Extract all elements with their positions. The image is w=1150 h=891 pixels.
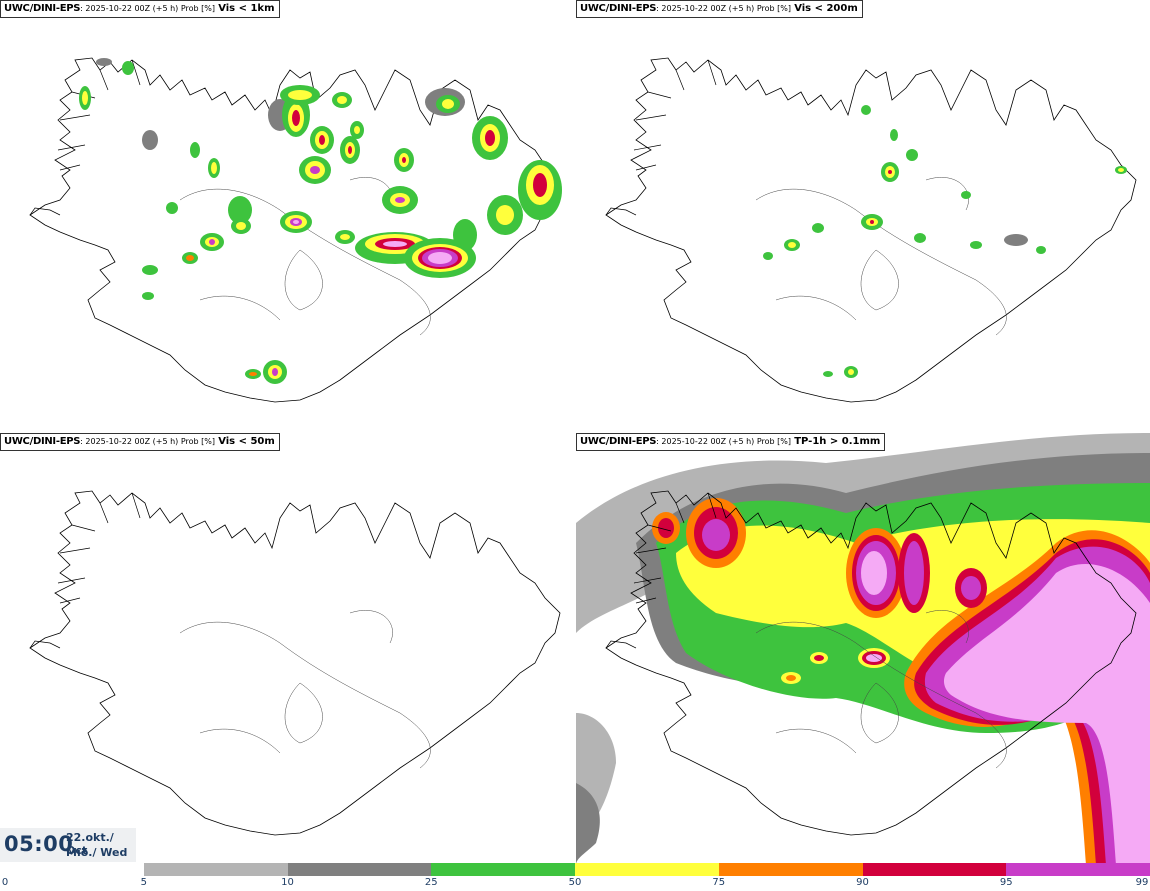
panel-title: UWC/DINI-EPS: 2025-10-22 00Z (+5 h) Prob…: [0, 433, 280, 451]
run-info: : 2025-10-22 00Z (+5 h) Prob [%]: [80, 437, 215, 446]
iceland-coastline: [605, 490, 1137, 836]
glacier-outlines: [755, 177, 1007, 336]
legend-tick-label: 75: [712, 877, 726, 888]
run-info: : 2025-10-22 00Z (+5 h) Prob [%]: [656, 437, 791, 446]
legend-color-segment: [1006, 863, 1150, 876]
fjord-lines: [605, 59, 717, 216]
run-info: : 2025-10-22 00Z (+5 h) Prob [%]: [80, 4, 215, 13]
legend-tick-label: 99: [1135, 877, 1149, 888]
legend-color-segment: [0, 863, 144, 876]
legend-tick-label: 10: [281, 877, 294, 888]
panel-title: UWC/DINI-EPS: 2025-10-22 00Z (+5 h) Prob…: [576, 433, 886, 451]
legend-tick-label: 5: [140, 877, 147, 888]
fjord-lines: [29, 492, 141, 649]
model-name: UWC/DINI-EPS: [4, 436, 81, 447]
iceland-coastline: [29, 490, 561, 836]
legend-tick-label: 25: [424, 877, 438, 888]
run-info: : 2025-10-22 00Z (+5 h) Prob [%]: [656, 4, 791, 13]
panel-title: UWC/DINI-EPS: 2025-10-22 00Z (+5 h) Prob…: [0, 0, 280, 18]
probability-field: [576, 433, 1150, 865]
legend-tick-label: 50: [568, 877, 582, 888]
probability-field: [79, 58, 562, 384]
model-name: UWC/DINI-EPS: [580, 436, 657, 447]
legend-color-segment: [575, 863, 719, 876]
fjord-lines: [605, 492, 717, 649]
legend-color-segment: [143, 863, 288, 876]
iceland-coastline: [605, 57, 1137, 403]
glacier-outlines: [755, 610, 1007, 769]
map-canvas: [29, 490, 561, 836]
legend-color-segment: [862, 863, 1007, 876]
map-panel-vis-1km: UWC/DINI-EPS: 2025-10-22 00Z (+5 h) Prob…: [0, 0, 574, 432]
legend-color-segment: [287, 863, 432, 876]
color-legend: 0 5 10 25 50 75 90 95 99: [0, 862, 1150, 891]
legend-tick-label: 0: [1, 877, 9, 888]
coastline-path: [605, 57, 1137, 403]
valid-weekday: Mið./ Wed: [66, 846, 128, 859]
valid-time-box: 05:00 22.okt./ Oct Mið./ Wed: [0, 828, 136, 862]
map-canvas: [29, 57, 562, 403]
coastline-path: [605, 490, 1137, 836]
threshold-label: TP-1h > 0.1mm: [794, 436, 881, 447]
legend-color-segment: [718, 863, 863, 876]
map-panel-precip: UWC/DINI-EPS: 2025-10-22 00Z (+5 h) Prob…: [576, 433, 1150, 865]
map-panel-vis-50m: UWC/DINI-EPS: 2025-10-22 00Z (+5 h) Prob…: [0, 433, 574, 865]
threshold-label: Vis < 1km: [218, 3, 275, 14]
legend-tick-label: 90: [856, 877, 869, 888]
legend-tick-label: 95: [999, 877, 1013, 888]
glacier-outlines: [179, 177, 431, 336]
probability-field: [763, 105, 1127, 378]
model-name: UWC/DINI-EPS: [4, 3, 81, 14]
legend-color-segment: [431, 863, 575, 876]
model-name: UWC/DINI-EPS: [580, 3, 657, 14]
coastline-path: [29, 57, 561, 403]
valid-date: 22.okt./ Oct: [66, 831, 114, 857]
fjord-lines: [29, 59, 141, 216]
coastline-path: [29, 490, 561, 836]
threshold-label: Vis < 50m: [218, 436, 275, 447]
map-panel-vis-200m: UWC/DINI-EPS: 2025-10-22 00Z (+5 h) Prob…: [576, 0, 1150, 432]
map-canvas: [605, 57, 1137, 403]
panel-title: UWC/DINI-EPS: 2025-10-22 00Z (+5 h) Prob…: [576, 0, 863, 18]
threshold-label: Vis < 200m: [794, 3, 858, 14]
valid-time: 05:00: [4, 832, 74, 856]
glacier-outlines: [179, 610, 431, 769]
map-canvas: [576, 433, 1150, 865]
